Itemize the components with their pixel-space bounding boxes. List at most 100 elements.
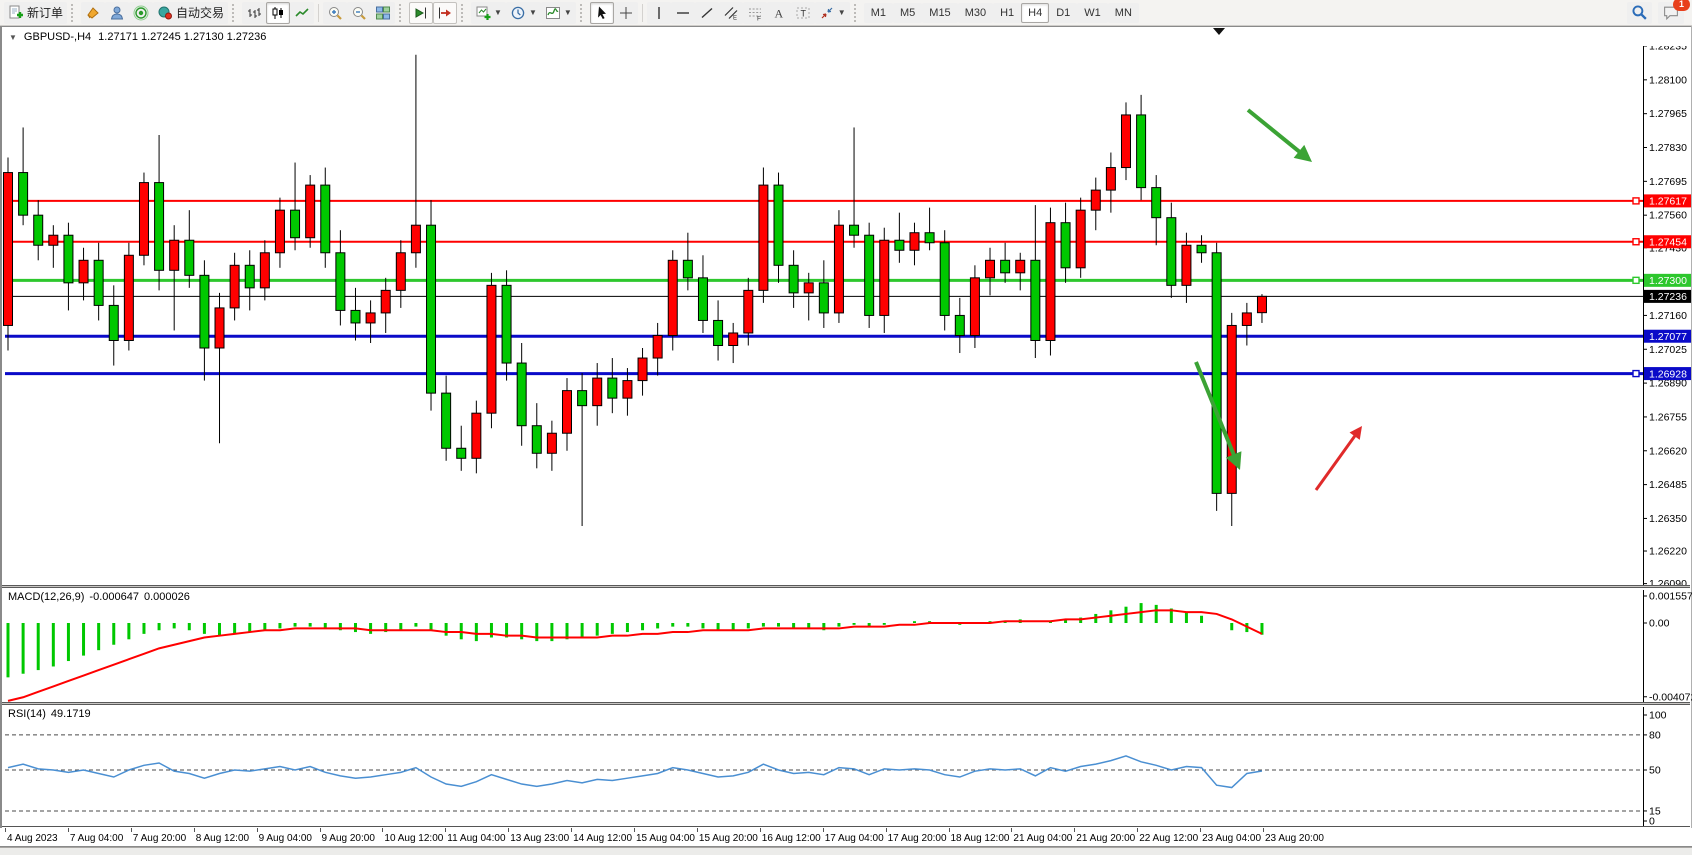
candle-bullish [637, 357, 648, 382]
timeframe-w1[interactable]: W1 [1077, 2, 1108, 23]
panel-border [2, 826, 1690, 827]
green-down-arrow[interactable] [1246, 108, 1305, 157]
timeframe-m1[interactable]: M1 [863, 2, 893, 23]
red-up-arrow[interactable] [1314, 432, 1359, 491]
candle-bullish [1256, 295, 1267, 314]
cursor-button[interactable] [589, 1, 614, 24]
vertical-line-button[interactable] [646, 1, 671, 24]
time-axis-label: 17 Aug 20:00 [887, 833, 947, 844]
candle-bullish [259, 252, 270, 289]
timeframe-mn[interactable]: MN [1107, 2, 1139, 23]
chart-shift-marker-icon[interactable] [1213, 28, 1225, 35]
green-down-arrow-head[interactable] [1293, 144, 1312, 162]
new-chart-button[interactable]: ▼ [471, 1, 506, 24]
timeframe-m15[interactable]: M15 [922, 2, 958, 23]
time-axis-label: 16 Aug 12:00 [761, 833, 821, 844]
candle-bearish [939, 242, 950, 316]
green-down-arrow[interactable] [1194, 361, 1238, 460]
fibonacci-button[interactable]: F [742, 1, 767, 24]
profiles-button[interactable]: ▼ [505, 1, 541, 24]
line-chart-button[interactable] [290, 1, 315, 24]
candle-bullish [561, 390, 572, 434]
time-tick [508, 828, 510, 832]
timeframe-m30[interactable]: M30 [957, 2, 994, 23]
rsi-tick-label: 15 [1649, 805, 1661, 817]
text-button[interactable]: A [766, 1, 791, 24]
green-down-arrow-head[interactable] [1225, 451, 1242, 470]
candle-bearish [577, 390, 588, 407]
level-price-badge [1644, 194, 1691, 208]
level-handle[interactable] [1632, 276, 1640, 285]
indicators-button[interactable]: ▼ [540, 1, 576, 24]
arrows-objects-button[interactable]: ▼ [814, 1, 850, 24]
candle-bearish [441, 392, 452, 449]
timeframe-h1[interactable]: H1 [993, 2, 1022, 23]
candle-bullish [758, 184, 769, 291]
candle-bullish [169, 239, 180, 271]
person-icon [109, 5, 125, 21]
new-order-icon [8, 5, 24, 21]
price-tick-label: 1.27695 [1649, 176, 1687, 188]
auto-scroll-button[interactable] [433, 1, 458, 24]
macd-signal-line [7, 609, 1263, 702]
one-click-trading-expand-icon[interactable]: ▼ [9, 32, 17, 42]
fibonacci-icon: F [747, 5, 763, 21]
macd-chart[interactable]: 0.001557 0.00 -0.004072 [0, 590, 1692, 702]
chart-header: ▼ GBPUSD-,H4 1.27171 1.27245 1.27130 1.2… [9, 31, 266, 43]
candle-bullish [1181, 244, 1192, 286]
new-order-button[interactable]: 新订单 [4, 1, 68, 24]
zoom-out-icon [351, 5, 367, 21]
level-price-label: 1.27454 [1649, 237, 1687, 249]
timeframe-m5[interactable]: M5 [893, 2, 923, 23]
level-handle[interactable] [1632, 238, 1640, 246]
time-axis-label: 13 Aug 23:00 [510, 833, 570, 844]
time-axis[interactable]: 4 Aug 2023 7 Aug 04:00 7 Aug 20:00 8 Aug 12… [0, 828, 1692, 846]
level-handle[interactable] [1632, 369, 1640, 378]
red-up-arrow-head[interactable] [1349, 426, 1362, 440]
bar-chart-button[interactable] [242, 1, 267, 24]
timeframe-d1[interactable]: D1 [1049, 2, 1078, 23]
timeframe-h4[interactable]: H4 [1021, 2, 1050, 23]
candle-bullish [969, 277, 980, 336]
community-button[interactable] [105, 1, 130, 24]
duster-button[interactable] [81, 1, 106, 24]
search-button[interactable] [1627, 1, 1652, 24]
price-tick-label: 1.26890 [1649, 378, 1687, 390]
rsi-chart[interactable]: 100 80 50 150 [0, 707, 1692, 826]
panel-splitter[interactable] [2, 702, 1690, 705]
horizontal-line-button[interactable] [670, 1, 695, 24]
level-price-badge [1644, 235, 1691, 249]
toolbar-separator [641, 3, 643, 22]
time-axis-label: 17 Aug 04:00 [824, 833, 884, 844]
price-tick-label: 1.27965 [1649, 108, 1687, 120]
chevron-down-icon: ▼ [837, 7, 846, 17]
text-label-button[interactable]: T [790, 1, 815, 24]
candle-bearish [184, 239, 195, 276]
main-price-chart[interactable]: 1.28235 1.28100 1.27965 1.27830 1.27695 1.275… [0, 46, 1692, 585]
chart-shift-button[interactable] [409, 1, 434, 24]
vertical-line-icon [651, 5, 667, 21]
chart-shift-icon [413, 5, 429, 21]
zoom-out-button[interactable] [347, 1, 372, 24]
time-tick [130, 828, 132, 832]
tile-windows-button[interactable] [371, 1, 396, 24]
panel-splitter[interactable] [2, 585, 1690, 588]
zoom-in-button[interactable] [323, 1, 348, 24]
crosshair-button[interactable] [613, 1, 638, 24]
trendline-button[interactable] [694, 1, 719, 24]
macd-tick-label: 0.001557 [1649, 591, 1692, 603]
candle-bearish [501, 284, 512, 364]
signals-button[interactable] [129, 1, 154, 24]
autotrade-icon [157, 5, 173, 21]
candlestick-chart-button[interactable] [266, 1, 291, 24]
candle-bullish [1105, 167, 1116, 191]
equidistant-channel-button[interactable]: E [718, 1, 743, 24]
candle-bearish [607, 377, 618, 399]
autotrade-button[interactable]: 自动交易 [153, 1, 229, 24]
time-tick [571, 828, 573, 832]
notification-badge[interactable]: 1 [1673, 0, 1690, 11]
level-handle[interactable] [1632, 197, 1640, 205]
price-tick-label: 1.28235 [1649, 46, 1687, 53]
level-price-label: 1.27300 [1649, 275, 1687, 287]
candle-bullish [305, 184, 316, 239]
